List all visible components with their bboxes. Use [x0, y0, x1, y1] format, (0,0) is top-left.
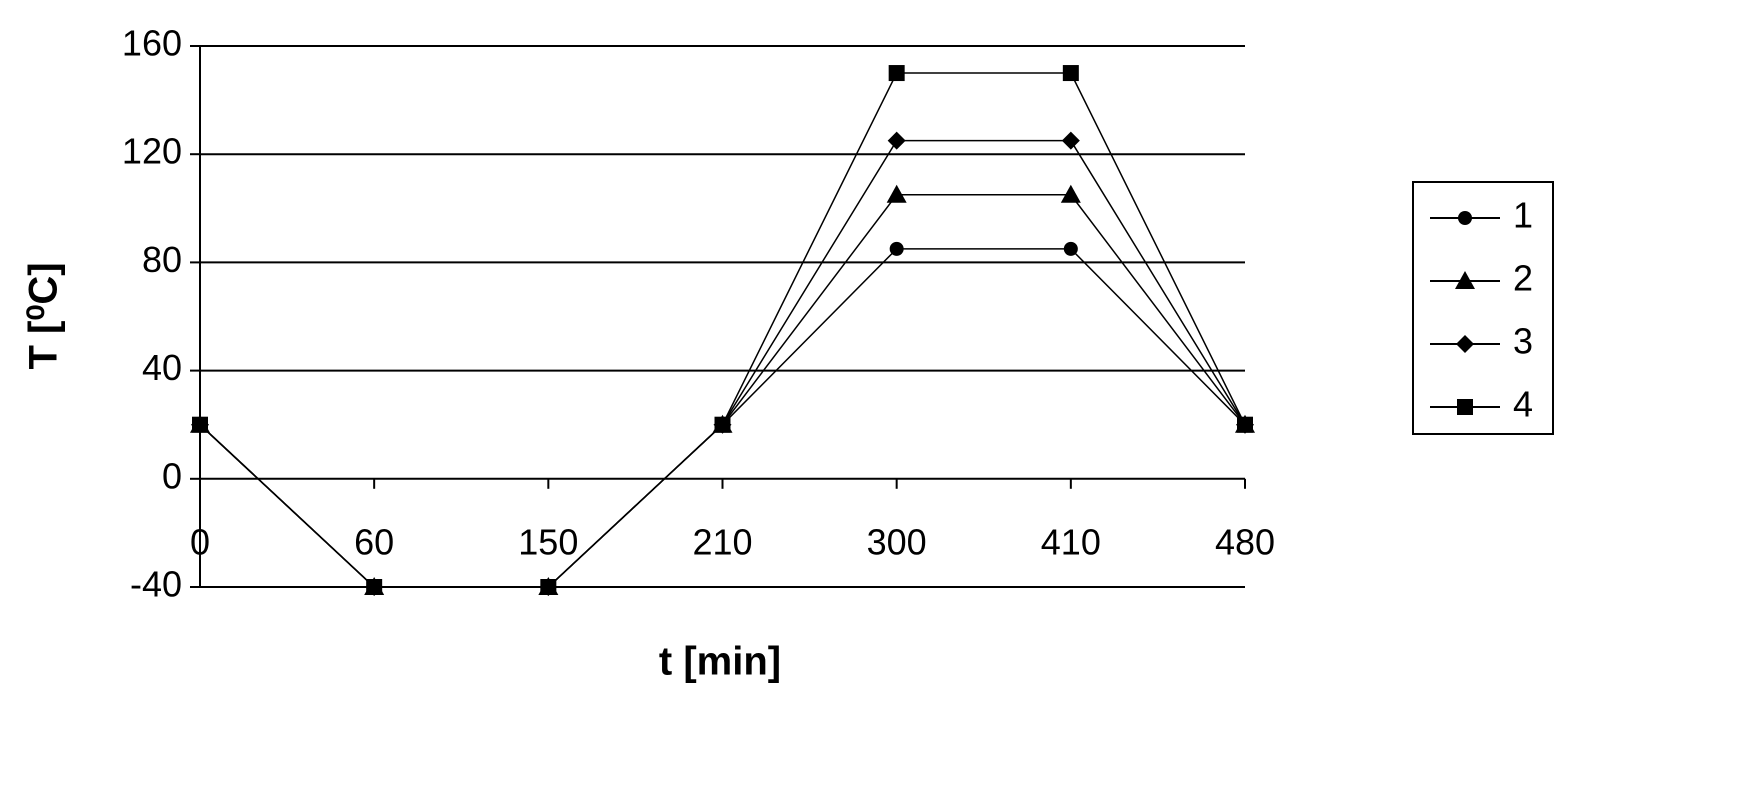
y-tick-label: 160 — [122, 23, 182, 64]
marker — [889, 241, 904, 256]
legend-label: 2 — [1513, 258, 1533, 299]
y-tick-label: 0 — [162, 455, 182, 496]
marker — [1237, 416, 1253, 433]
x-tick-label: 210 — [692, 521, 752, 562]
marker — [888, 65, 905, 82]
marker — [887, 131, 906, 150]
marker — [1458, 211, 1472, 225]
x-tick-label: 480 — [1215, 521, 1275, 562]
legend-label: 3 — [1513, 321, 1533, 362]
marker — [1062, 65, 1079, 82]
marker — [366, 579, 383, 595]
x-axis-title: t [min] — [659, 640, 781, 684]
marker — [192, 416, 208, 433]
x-tick-label: 60 — [354, 521, 394, 562]
x-tick-label: 150 — [518, 521, 578, 562]
legend-box — [1412, 181, 1554, 435]
marker — [714, 416, 731, 433]
x-tick-label: 300 — [867, 521, 927, 562]
x-tick-label: 0 — [190, 521, 210, 562]
legend-label: 4 — [1513, 384, 1533, 425]
marker — [1456, 335, 1474, 353]
marker — [1455, 271, 1475, 289]
legend-label: 1 — [1513, 195, 1533, 236]
marker — [1063, 241, 1078, 256]
y-tick-label: 40 — [142, 347, 182, 388]
marker — [886, 184, 907, 203]
y-tick-label: -40 — [130, 564, 182, 605]
y-tick-label: 120 — [122, 131, 182, 172]
y-axis-title: T [⁰C] — [22, 262, 66, 369]
marker — [1457, 399, 1473, 415]
marker — [1060, 184, 1081, 203]
marker — [1061, 131, 1080, 150]
y-tick-label: 80 — [142, 239, 182, 280]
marker — [540, 579, 557, 595]
x-tick-label: 410 — [1041, 521, 1101, 562]
